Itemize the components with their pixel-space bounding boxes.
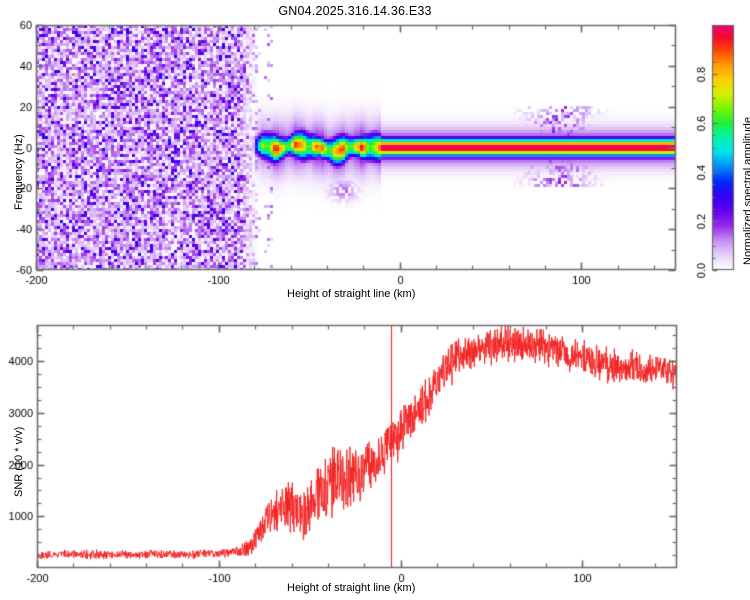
- snr-x-axis-label: Height of straight line (km): [287, 582, 416, 594]
- snr-y-axis-label: SNR (10 * v/v): [13, 426, 25, 497]
